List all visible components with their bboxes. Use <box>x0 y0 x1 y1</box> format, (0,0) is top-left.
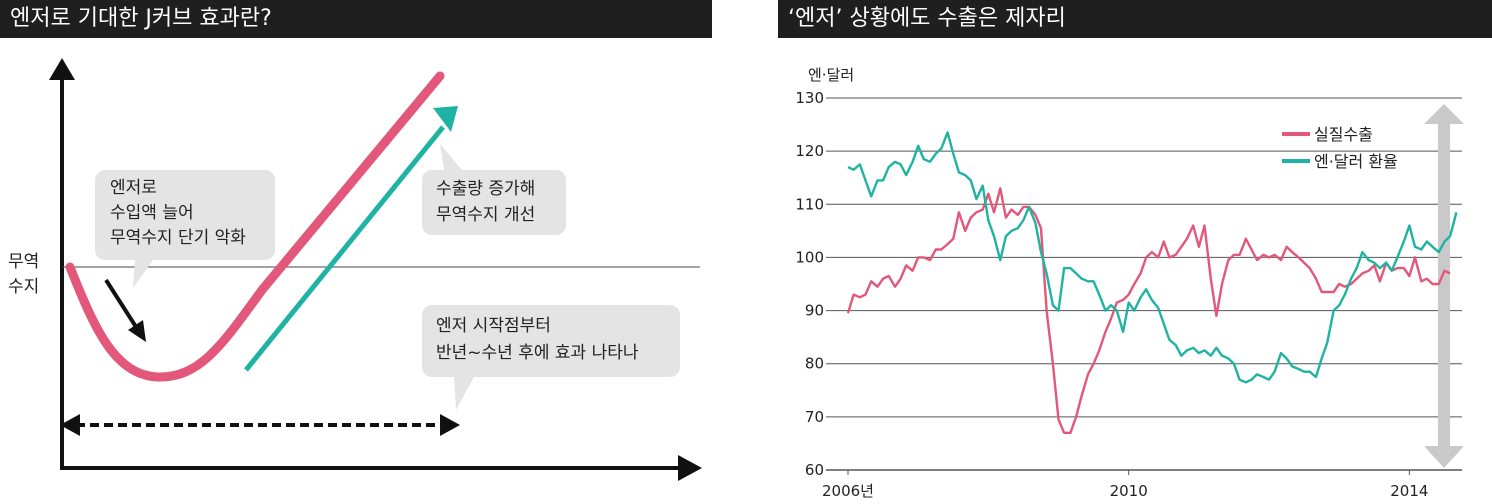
chart-unit-label: 엔·달러 <box>808 66 854 84</box>
legend-label: 엔·달러 환율 <box>1314 152 1398 171</box>
y-tick-label: 110 <box>795 195 824 213</box>
j-curve-line <box>65 71 445 382</box>
bubble1-line1: 엔저로 <box>110 178 157 198</box>
y-tick-label: 70 <box>805 408 824 426</box>
series-line-real-exports <box>846 187 1451 434</box>
bubble-short-term-worsening: 엔저로 수입액 늘어 무역수지 단기 악화 <box>95 170 275 288</box>
x-tick-label: 2010 <box>1110 482 1148 500</box>
chart-series <box>846 131 1458 434</box>
deterioration-arrowhead <box>128 320 146 342</box>
y-axis-arrowhead <box>49 58 75 80</box>
bubble3-line2: 반년~수년 후에 효과 나타나 <box>436 343 639 363</box>
bubble2-line2: 무역수지 개선 <box>436 205 535 225</box>
export-increase-arrowhead <box>433 106 458 132</box>
legend-label: 실질수출 <box>1314 125 1373 144</box>
x-axis-arrowhead <box>678 455 702 481</box>
series-line-yen-dollar-rate <box>847 131 1458 384</box>
y-tick-label: 100 <box>795 248 824 266</box>
y-tick-label: 130 <box>795 89 824 107</box>
chart-gridlines: 130 120 110 100 90 80 70 60 2006년 2010 2014 <box>795 89 1462 500</box>
bubble-time-lag: 엔저 시작점부터 반년~수년 후에 효과 나타나 <box>422 305 680 410</box>
bubble-trade-improvement: 수출량 증가해 무역수지 개선 <box>422 144 566 235</box>
bubble2-line1: 수출량 증가해 <box>436 179 535 199</box>
y-axis-label-line2: 수지 <box>8 277 39 297</box>
y-tick-label: 120 <box>795 142 824 160</box>
bubble1-line2: 수입액 늘어 <box>110 203 194 223</box>
x-tick-label: 2006년 <box>822 482 874 500</box>
range-arrow-head-up <box>1424 104 1464 124</box>
range-arrow-head-down <box>1424 446 1464 468</box>
time-lag-arrowhead-right <box>440 414 460 436</box>
j-curve-diagram: 무역 수지 엔저로 수입액 늘어 무역수지 단기 악화 수출량 증가해 무역수지… <box>8 58 702 481</box>
deterioration-arrow-line <box>104 278 140 332</box>
j-curve-panel-title: 엔저로 기대한 J커브 효과란? <box>0 0 712 38</box>
time-lag-arrowhead-left <box>60 414 80 436</box>
y-tick-label: 90 <box>805 302 824 320</box>
y-tick-label: 80 <box>805 355 824 373</box>
x-tick-label: 2014 <box>1390 482 1428 500</box>
y-axis-label-line1: 무역 <box>8 252 39 272</box>
bubble3-line1: 엔저 시작점부터 <box>436 316 551 336</box>
export-increase-arrow-line <box>244 125 445 372</box>
bubble1-line3: 무역수지 단기 악화 <box>110 228 246 248</box>
y-tick-label: 60 <box>805 461 824 479</box>
range-arrow-shaft <box>1438 122 1450 448</box>
export-chart-panel-title: ‘엔저’ 상황에도 수출은 제자리 <box>778 0 1492 38</box>
range-arrow <box>1424 104 1464 468</box>
